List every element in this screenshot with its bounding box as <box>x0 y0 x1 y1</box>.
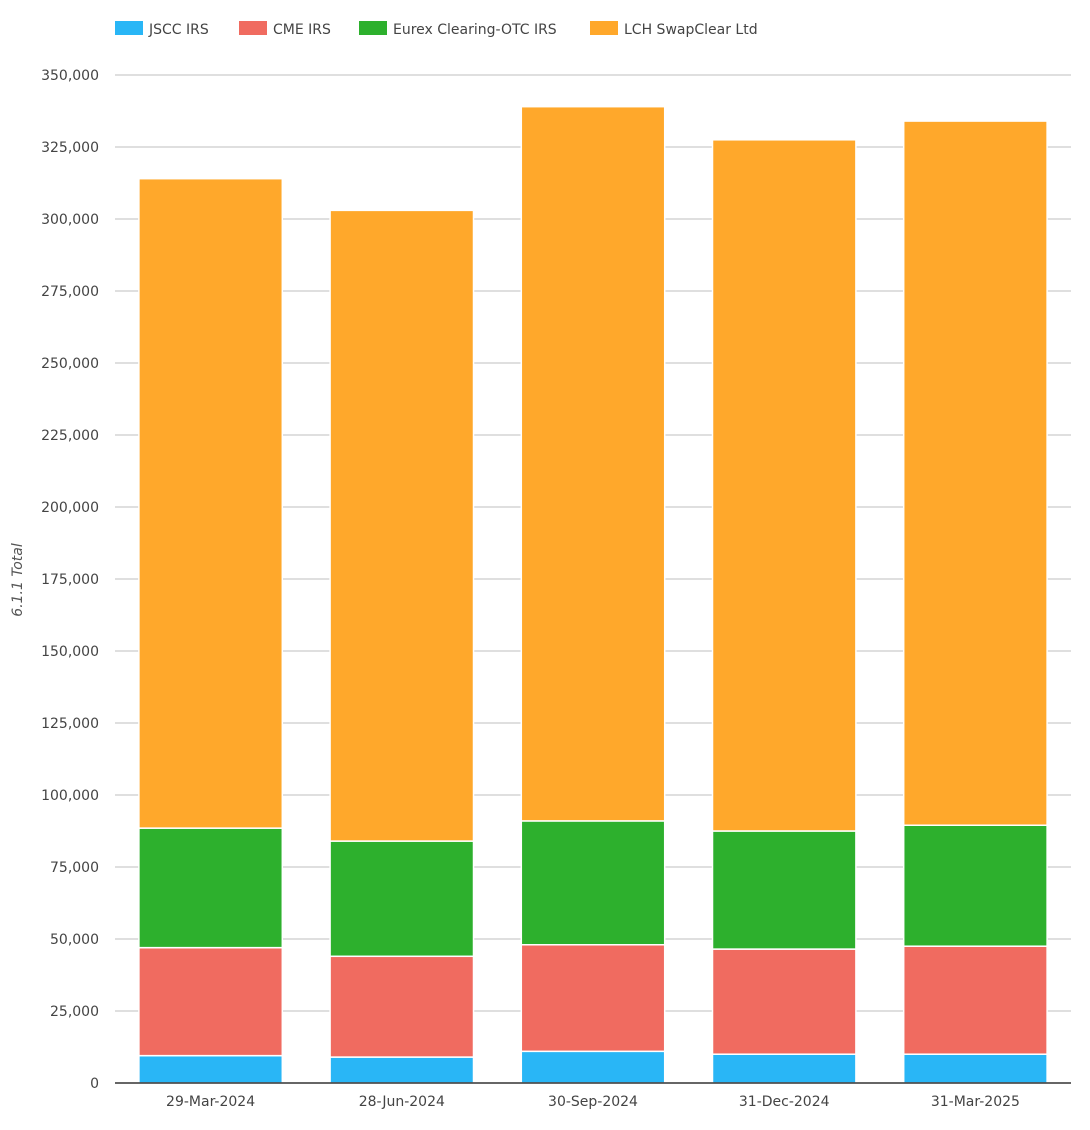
bar-segment-lch-swapclear-ltd[interactable] <box>329 209 475 842</box>
y-tick-label: 300,000 <box>41 212 99 228</box>
legend-swatch[interactable] <box>115 21 143 35</box>
y-tick-label: 275,000 <box>41 284 99 300</box>
y-tick-label: 100,000 <box>41 788 99 804</box>
legend-label[interactable]: Eurex Clearing-OTC IRS <box>393 22 557 38</box>
bar-segment-jscc-irs[interactable] <box>902 1053 1048 1084</box>
legend-swatch[interactable] <box>239 21 267 35</box>
y-axis-title: 6.1.1 Total <box>10 543 26 617</box>
bar-segment-cme-irs[interactable] <box>329 955 475 1058</box>
bar-segment-eurex-clearing-otc-irs[interactable] <box>902 824 1048 947</box>
x-tick-label: 28-Jun-2024 <box>359 1094 445 1110</box>
bar-segment-lch-swapclear-ltd[interactable] <box>902 120 1048 826</box>
bar-segment-jscc-irs[interactable] <box>520 1050 666 1084</box>
y-tick-label: 200,000 <box>41 500 99 516</box>
bar-segment-jscc-irs[interactable] <box>711 1053 857 1084</box>
y-tick-label: 25,000 <box>50 1004 99 1020</box>
x-tick-label: 29-Mar-2024 <box>166 1094 255 1110</box>
bars <box>138 105 1048 1084</box>
legend-label[interactable]: JSCC IRS <box>148 22 209 38</box>
legend: JSCC IRS CME IRS Eurex Clearing-OTC IRS LCH… <box>115 21 758 38</box>
legend-swatch[interactable] <box>359 21 387 35</box>
bar-segment-jscc-irs[interactable] <box>329 1056 475 1084</box>
y-tick-label: 350,000 <box>41 68 99 84</box>
bar-segment-cme-irs[interactable] <box>902 945 1048 1055</box>
bar-segment-cme-irs[interactable] <box>138 946 284 1057</box>
y-tick-label: 250,000 <box>41 356 99 372</box>
bar-segment-cme-irs[interactable] <box>520 944 666 1053</box>
bar-segment-lch-swapclear-ltd[interactable] <box>520 105 666 822</box>
y-tick-label: 75,000 <box>50 860 99 876</box>
y-tick-label: 50,000 <box>50 932 99 948</box>
x-tick-label: 31-Dec-2024 <box>739 1094 830 1110</box>
legend-label[interactable]: CME IRS <box>273 22 331 38</box>
bar-segment-lch-swapclear-ltd[interactable] <box>711 139 857 832</box>
bar-segment-cme-irs[interactable] <box>711 948 857 1055</box>
legend-label[interactable]: LCH SwapClear Ltd <box>624 22 758 38</box>
y-tick-label: 150,000 <box>41 644 99 660</box>
y-tick-label: 125,000 <box>41 716 99 732</box>
x-tick-label: 31-Mar-2025 <box>931 1094 1020 1110</box>
legend-swatch[interactable] <box>590 21 618 35</box>
bar-segment-eurex-clearing-otc-irs[interactable] <box>520 820 666 946</box>
bar-segment-lch-swapclear-ltd[interactable] <box>138 177 284 829</box>
y-tick-label: 325,000 <box>41 140 99 156</box>
y-tick-label: 225,000 <box>41 428 99 444</box>
bar-segment-eurex-clearing-otc-irs[interactable] <box>711 830 857 950</box>
bar-segment-jscc-irs[interactable] <box>138 1054 284 1084</box>
y-tick-label: 175,000 <box>41 572 99 588</box>
bar-segment-eurex-clearing-otc-irs[interactable] <box>138 827 284 949</box>
x-tick-label: 30-Sep-2024 <box>548 1094 638 1110</box>
axes: 0 25,000 50,000 75,000 100,000 125,000 150,000… <box>41 68 1071 1110</box>
bar-segment-eurex-clearing-otc-irs[interactable] <box>329 840 475 958</box>
y-tick-label: 0 <box>90 1076 99 1092</box>
